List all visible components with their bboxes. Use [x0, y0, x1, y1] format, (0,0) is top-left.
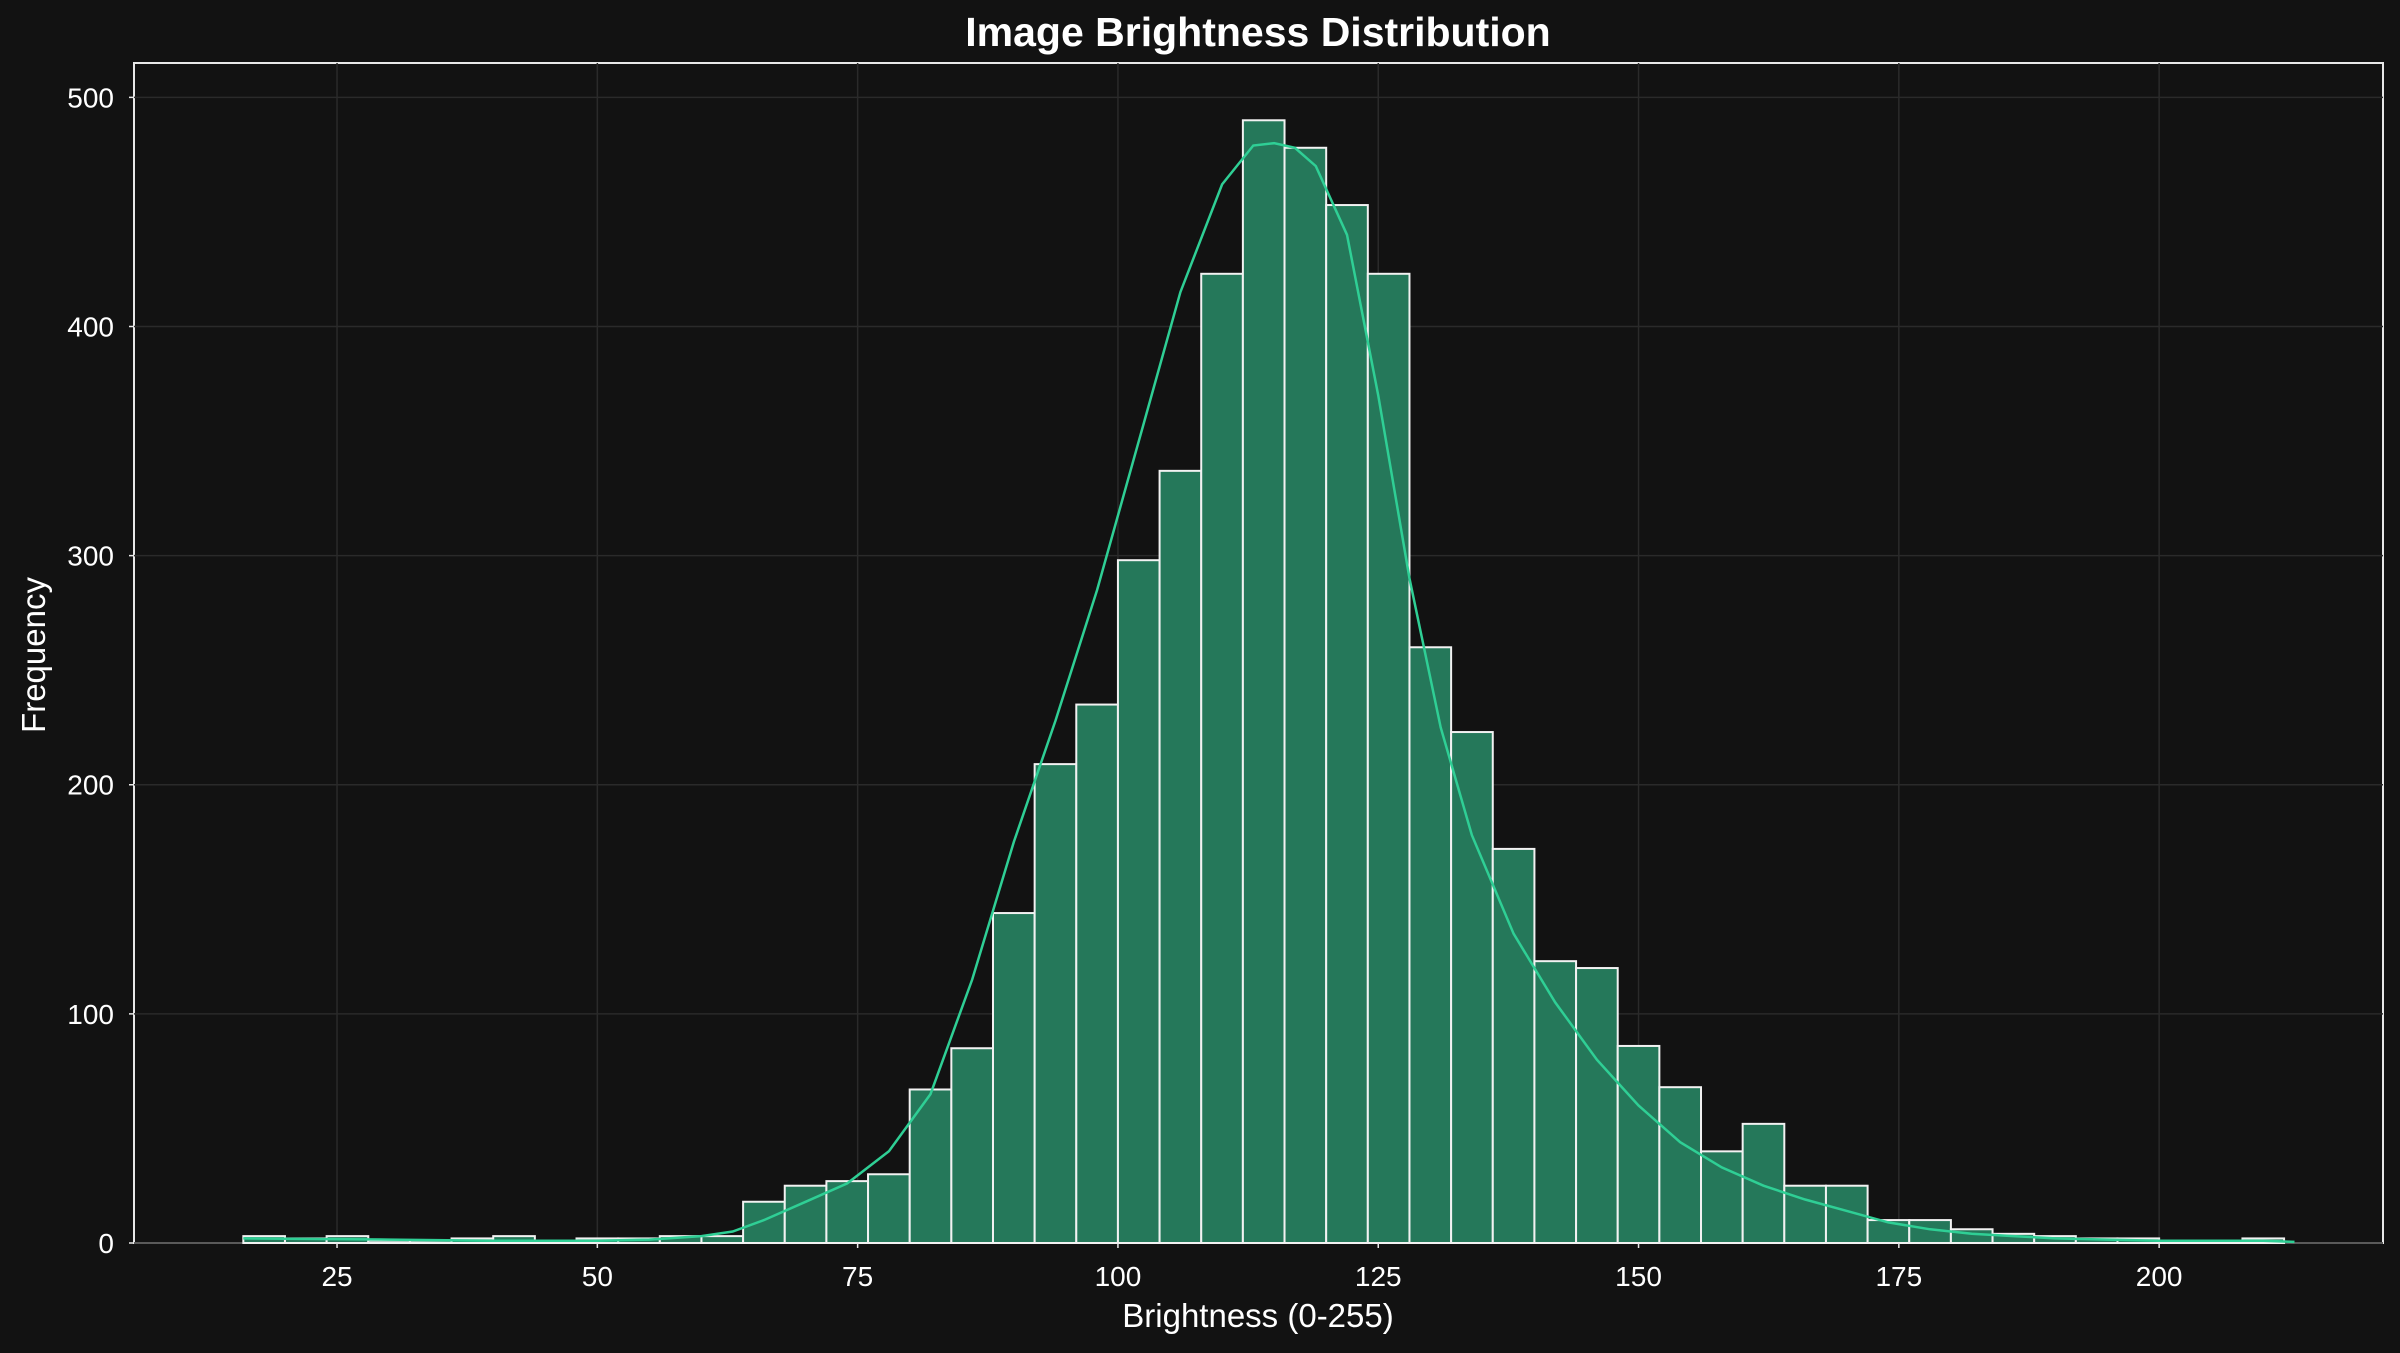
histogram-bar — [1616, 1044, 1661, 1244]
histogram-bar — [1533, 960, 1578, 1244]
histogram-bar — [991, 912, 1036, 1244]
histogram-bar — [1200, 272, 1244, 1244]
x-tick-label: 50 — [582, 1261, 613, 1292]
histogram-bar — [1741, 1122, 1786, 1244]
histogram-bars — [242, 119, 2286, 1245]
x-tick-label: 75 — [842, 1261, 873, 1292]
histogram-bar — [950, 1047, 994, 1244]
histogram-bar — [867, 1173, 911, 1244]
x-axis-label: Brightness (0-255) — [1122, 1297, 1393, 1334]
x-tick-label: 25 — [321, 1261, 352, 1292]
y-axis-ticks: 0 100 200 300 400 500 — [67, 82, 134, 1259]
histogram-bar — [1700, 1150, 1744, 1244]
kde-curve — [243, 141, 2295, 1244]
histogram-bar — [1241, 119, 1286, 1245]
histogram-bar — [367, 1239, 411, 1245]
x-tick-label: 100 — [1095, 1261, 1142, 1292]
x-tick-label: 150 — [1615, 1261, 1662, 1292]
y-tick-label: 500 — [67, 82, 114, 113]
histogram-bar — [1283, 146, 1328, 1244]
histogram-bar — [1325, 204, 1369, 1245]
histogram-bar — [1116, 559, 1161, 1244]
y-axis-label: Frequency — [15, 577, 52, 733]
histogram-bar — [700, 1235, 745, 1245]
x-axis-ticks: 25 50 75 100 125 150 175 200 — [321, 1243, 2183, 1292]
y-tick-label: 100 — [67, 999, 114, 1030]
chart-title: Image Brightness Distribution — [965, 9, 1550, 55]
histogram-bar — [1491, 847, 1536, 1244]
histogram-bar — [1075, 703, 1119, 1244]
x-tick-label: 175 — [1875, 1261, 1922, 1292]
histogram-bar — [1450, 731, 1494, 1244]
y-tick-label: 300 — [67, 541, 114, 572]
histogram-bar — [742, 1200, 786, 1245]
histogram-bar — [1408, 646, 1453, 1244]
histogram-bar — [1158, 469, 1203, 1244]
x-tick-label: 200 — [2136, 1261, 2183, 1292]
histogram-bar — [908, 1088, 953, 1245]
y-tick-label: 400 — [67, 311, 114, 342]
histogram-bar — [1033, 763, 1078, 1244]
histogram-bar — [1658, 1086, 1703, 1245]
x-tick-label: 125 — [1355, 1261, 1402, 1292]
y-tick-label: 200 — [67, 770, 114, 801]
histogram-bar — [1366, 272, 1411, 1244]
histogram-bar — [1575, 967, 1619, 1244]
y-tick-label: 0 — [98, 1228, 114, 1259]
